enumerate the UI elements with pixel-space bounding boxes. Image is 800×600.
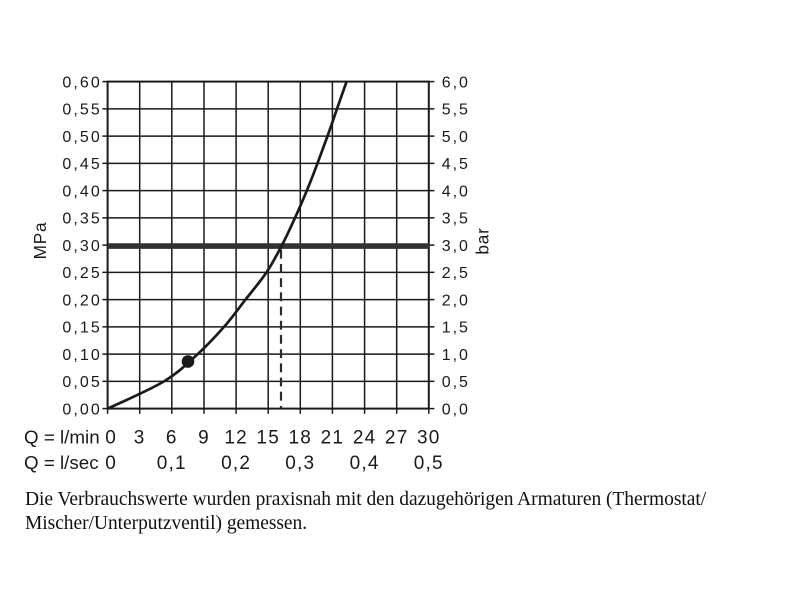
svg-text:12: 12 (224, 427, 248, 448)
svg-text:9: 9 (198, 427, 210, 448)
svg-text:0,40: 0,40 (62, 183, 102, 200)
svg-text:0,3: 0,3 (285, 453, 315, 474)
svg-text:Mischer/Unterputzventil) gemes: Mischer/Unterputzventil) gemessen. (25, 513, 307, 534)
svg-text:0: 0 (105, 453, 117, 474)
svg-text:0,5: 0,5 (442, 374, 470, 391)
svg-text:0,50: 0,50 (62, 129, 102, 146)
svg-text:21: 21 (321, 427, 345, 448)
svg-text:0,10: 0,10 (62, 347, 102, 364)
svg-text:Q = l/sec: Q = l/sec (24, 452, 99, 473)
svg-text:2,5: 2,5 (442, 265, 470, 282)
svg-text:0,60: 0,60 (62, 74, 102, 91)
svg-text:0,35: 0,35 (62, 211, 102, 228)
svg-text:0,30: 0,30 (62, 238, 102, 255)
svg-text:3,5: 3,5 (442, 211, 470, 228)
svg-text:1,5: 1,5 (442, 320, 470, 337)
svg-text:0,55: 0,55 (62, 102, 102, 119)
svg-text:0,4: 0,4 (350, 453, 380, 474)
svg-text:5,5: 5,5 (442, 102, 470, 119)
svg-text:0,0: 0,0 (442, 401, 470, 418)
svg-text:6,0: 6,0 (442, 74, 470, 91)
svg-text:4,5: 4,5 (442, 156, 470, 173)
svg-text:1,0: 1,0 (442, 347, 470, 364)
svg-text:0,00: 0,00 (62, 401, 102, 418)
svg-text:0,20: 0,20 (62, 292, 102, 309)
svg-text:24: 24 (353, 427, 377, 448)
svg-text:15: 15 (256, 427, 280, 448)
svg-text:2,0: 2,0 (442, 292, 470, 309)
svg-text:3,0: 3,0 (442, 238, 470, 255)
svg-text:bar: bar (473, 227, 493, 254)
svg-text:MPa: MPa (30, 222, 50, 260)
svg-text:0,15: 0,15 (62, 320, 102, 337)
svg-text:30: 30 (417, 427, 441, 448)
svg-text:27: 27 (385, 427, 409, 448)
svg-text:0,2: 0,2 (221, 453, 251, 474)
svg-text:Q = l/min: Q = l/min (24, 426, 100, 447)
svg-text:0,05: 0,05 (62, 374, 102, 391)
svg-text:0,1: 0,1 (157, 453, 187, 474)
svg-text:3: 3 (134, 427, 146, 448)
svg-text:5,0: 5,0 (442, 129, 470, 146)
svg-text:0,45: 0,45 (62, 156, 102, 173)
svg-text:0,5: 0,5 (414, 453, 444, 474)
svg-text:6: 6 (166, 427, 178, 448)
svg-text:0,25: 0,25 (62, 265, 102, 282)
svg-text:18: 18 (289, 427, 313, 448)
svg-text:4,0: 4,0 (442, 183, 470, 200)
svg-text:Die Verbrauchswerte wurden pra: Die Verbrauchswerte wurden praxisnah mit… (25, 489, 707, 510)
svg-text:0: 0 (105, 427, 117, 448)
